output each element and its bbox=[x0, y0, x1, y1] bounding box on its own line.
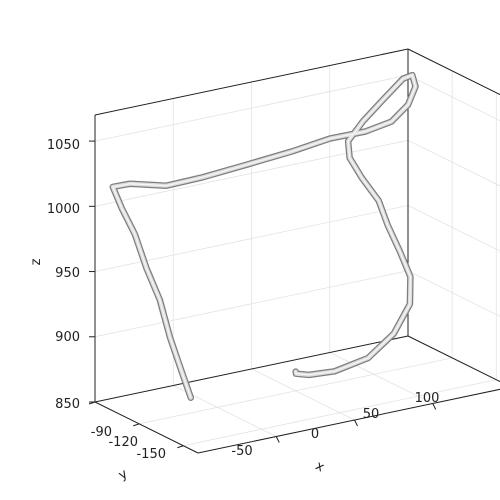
y-tick-label: -120 bbox=[108, 435, 138, 450]
x-tick bbox=[354, 419, 358, 427]
grid-line bbox=[183, 379, 497, 447]
x-axis: -50 0 50 100 x bbox=[231, 391, 439, 475]
tube-body bbox=[110, 73, 418, 400]
x-axis-label: x bbox=[313, 458, 327, 475]
box-edge bbox=[94, 48, 409, 116]
grid-line bbox=[329, 352, 433, 404]
tube-outline bbox=[109, 71, 419, 401]
grid-line bbox=[94, 139, 409, 207]
x-tick-label: 100 bbox=[415, 391, 440, 406]
grid-line bbox=[407, 205, 500, 252]
grid-line bbox=[94, 270, 409, 338]
grid-line bbox=[407, 335, 500, 382]
y-tick bbox=[177, 445, 184, 449]
z-axis: 1050 1000 950 900 850 z bbox=[29, 138, 80, 412]
y-tick bbox=[88, 401, 96, 405]
z-tick-label: 1050 bbox=[47, 138, 80, 153]
grid-line bbox=[407, 270, 500, 317]
axis-box bbox=[94, 48, 500, 403]
x-tick-label: 50 bbox=[363, 407, 380, 422]
front-edges bbox=[88, 140, 500, 454]
z-tick-label: 1000 bbox=[47, 202, 80, 217]
grid-line bbox=[407, 335, 500, 382]
grid-line bbox=[407, 74, 500, 122]
grid-line bbox=[251, 368, 355, 421]
y-tick-label: -90 bbox=[91, 425, 112, 440]
z-tick-label: 850 bbox=[55, 397, 80, 412]
grid-line bbox=[94, 74, 409, 142]
y-axis-line bbox=[94, 401, 199, 454]
grid-line bbox=[139, 357, 453, 425]
z-tick-label: 900 bbox=[55, 330, 80, 345]
box-edge bbox=[407, 335, 500, 383]
grid-line bbox=[407, 139, 500, 187]
box-edge bbox=[407, 48, 500, 96]
z-axis-label: z bbox=[29, 258, 44, 265]
y-tick-label: -150 bbox=[136, 447, 166, 462]
tube-highlight bbox=[112, 74, 417, 399]
z-tick-label: 950 bbox=[55, 266, 80, 281]
x-tick bbox=[275, 436, 280, 443]
x-tick-label: 0 bbox=[311, 427, 319, 442]
series-tube bbox=[109, 71, 419, 401]
y-axis-label: y bbox=[116, 466, 130, 483]
x-tick-label: -50 bbox=[231, 444, 252, 459]
grid-lines bbox=[94, 49, 500, 447]
box-edge bbox=[94, 335, 409, 403]
x-tick bbox=[432, 403, 437, 410]
y-axis: -90 -120 -150 y bbox=[91, 425, 166, 483]
y-tick bbox=[132, 423, 140, 427]
